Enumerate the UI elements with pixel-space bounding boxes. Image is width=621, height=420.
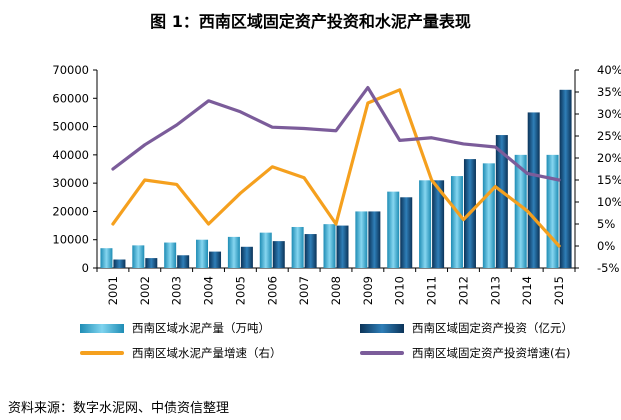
legend-swatch-cement-output — [80, 323, 124, 333]
right-tick-label: 25% — [597, 129, 621, 143]
left-tick-label: 0 — [82, 261, 89, 275]
chart-title: 图 1：西南区域固定资产投资和水泥产量表现 — [150, 12, 471, 31]
bar-cement-output — [132, 245, 145, 268]
right-tick-label: -5% — [597, 261, 619, 275]
bar-cement-output — [164, 242, 177, 268]
bar-cement-output — [419, 180, 432, 268]
bar-cement-output — [323, 224, 336, 268]
legend-item-fai: 西南区域固定资产投资（亿元） — [360, 320, 573, 336]
bar-fai — [177, 255, 190, 268]
bar-fai — [240, 246, 253, 268]
bar-fai — [272, 241, 285, 268]
right-tick-label: 0% — [597, 239, 615, 253]
bar-cement-output — [227, 236, 240, 268]
right-tick-label: 10% — [597, 195, 621, 209]
left-tick-label: 50000 — [52, 120, 89, 134]
bar-cement-output — [387, 191, 400, 268]
left-tick-label: 30000 — [52, 176, 89, 190]
legend-label-cement-growth: 西南区域水泥产量增速（右） — [132, 346, 282, 360]
left-tick-label: 10000 — [52, 233, 89, 247]
bar-fai — [336, 225, 349, 268]
left-tick-label: 40000 — [52, 148, 89, 162]
bar-fai — [304, 234, 317, 268]
right-tick-label: 5% — [597, 217, 615, 231]
x-tick-label: 2010 — [393, 276, 407, 305]
x-tick-label: 2015 — [552, 276, 566, 305]
x-tick-label: 2004 — [202, 276, 216, 305]
x-tick-label: 2002 — [138, 276, 152, 305]
legend-label-fai-growth: 西南区域固定资产投资增速(右) — [412, 346, 571, 360]
x-tick-label: 2003 — [170, 276, 184, 305]
right-tick-label: 30% — [597, 107, 621, 121]
right-tick-label: 15% — [597, 173, 621, 187]
legend-swatch-fai — [360, 323, 404, 333]
x-tick-label: 2013 — [488, 276, 502, 305]
bar-fai — [559, 89, 572, 268]
bar-fai — [432, 180, 445, 268]
left-tick-label: 60000 — [52, 91, 89, 105]
bar-cement-output — [450, 176, 463, 268]
x-tick-label: 2008 — [329, 276, 343, 305]
bar-cement-output — [196, 239, 209, 268]
x-tick-label: 2001 — [106, 276, 120, 305]
legend-swatch-fai-growth — [360, 351, 404, 355]
x-tick-label: 2011 — [425, 276, 439, 305]
bar-cement-output — [514, 154, 527, 268]
source-note: 资料来源：数字水泥网、中债资信整理 — [8, 401, 230, 416]
legend-item-fai-growth: 西南区域固定资产投资增速(右) — [360, 345, 570, 361]
bar-cement-output — [291, 226, 304, 268]
bar-fai — [113, 259, 126, 268]
bar-fai — [495, 135, 508, 268]
bar-cement-output — [100, 248, 113, 268]
bar-cement-output — [355, 211, 368, 268]
bar-fai — [400, 197, 413, 268]
bar-cement-output — [482, 163, 495, 268]
legend-item-cement-growth: 西南区域水泥产量增速（右） — [80, 345, 282, 361]
left-tick-label: 70000 — [52, 63, 89, 77]
legend-swatch-cement-growth — [80, 351, 124, 355]
bar-fai — [209, 251, 222, 268]
legend-label-cement-output: 西南区域水泥产量（万吨） — [132, 321, 270, 335]
legend-label-fai: 西南区域固定资产投资（亿元） — [412, 321, 573, 335]
x-tick-label: 2009 — [361, 276, 375, 305]
right-tick-label: 40% — [597, 63, 621, 77]
bar-cement-output — [259, 232, 272, 268]
left-tick-label: 20000 — [52, 204, 89, 218]
x-tick-label: 2006 — [265, 276, 279, 305]
x-tick-label: 2005 — [233, 276, 247, 305]
x-tick-label: 2014 — [520, 276, 534, 305]
bar-fai — [368, 211, 381, 268]
right-tick-label: 35% — [597, 85, 621, 99]
bar-fai — [527, 112, 540, 268]
x-tick-label: 2007 — [297, 276, 311, 305]
bar-fai — [145, 258, 158, 268]
bar-cement-output — [546, 154, 559, 268]
right-tick-label: 20% — [597, 151, 621, 165]
legend-item-cement-output: 西南区域水泥产量（万吨） — [80, 320, 270, 336]
x-tick-label: 2012 — [456, 276, 470, 305]
